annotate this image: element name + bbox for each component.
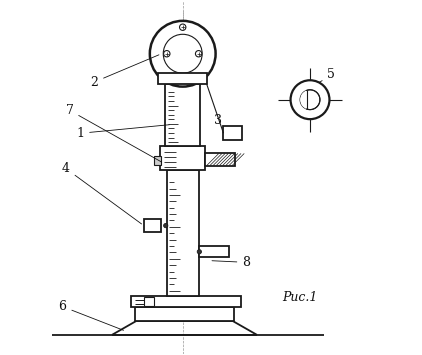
Text: 4: 4 bbox=[62, 162, 141, 224]
Text: 2: 2 bbox=[90, 55, 159, 88]
Bar bbox=[131, 296, 241, 307]
Circle shape bbox=[163, 34, 202, 73]
Bar bbox=[135, 307, 234, 321]
Circle shape bbox=[179, 24, 186, 31]
Circle shape bbox=[150, 21, 216, 87]
Text: 6: 6 bbox=[59, 300, 124, 330]
Circle shape bbox=[195, 50, 202, 57]
Bar bbox=[158, 73, 208, 84]
Bar bbox=[144, 297, 154, 306]
Bar bbox=[160, 146, 205, 170]
Bar bbox=[199, 246, 229, 257]
Circle shape bbox=[300, 90, 320, 110]
Circle shape bbox=[164, 50, 170, 57]
Text: 3: 3 bbox=[214, 114, 223, 133]
Bar bbox=[144, 219, 161, 232]
Text: Рис.1: Рис.1 bbox=[282, 291, 317, 304]
Bar bbox=[205, 153, 235, 166]
Circle shape bbox=[291, 80, 330, 119]
Text: 7: 7 bbox=[65, 104, 162, 162]
Circle shape bbox=[164, 223, 168, 228]
Bar bbox=[154, 156, 161, 165]
Text: 8: 8 bbox=[212, 256, 250, 269]
Bar bbox=[223, 126, 242, 140]
Bar bbox=[167, 170, 199, 296]
Circle shape bbox=[197, 250, 201, 254]
Wedge shape bbox=[300, 91, 310, 109]
Text: 1: 1 bbox=[76, 125, 169, 140]
Bar bbox=[165, 84, 200, 146]
Text: 5: 5 bbox=[319, 69, 335, 82]
